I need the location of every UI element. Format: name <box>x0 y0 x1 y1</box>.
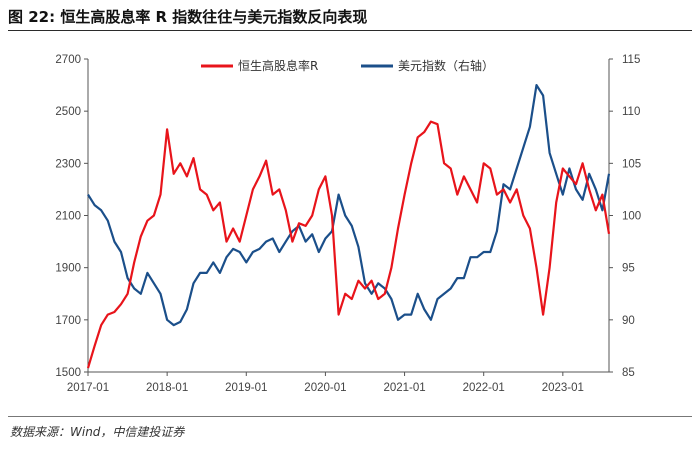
y-right-tick-label: 90 <box>622 315 635 327</box>
x-tick-label: 2019-01 <box>225 382 267 394</box>
y-left-tick-label: 1900 <box>55 263 81 275</box>
y-right-tick-label: 95 <box>622 263 635 275</box>
x-tick-label: 2018-01 <box>146 382 188 394</box>
usd-index-line <box>87 84 611 327</box>
x-tick-label: 2017-01 <box>67 382 109 394</box>
y-left-tick-label: 2300 <box>55 158 81 170</box>
y-left-tick-label: 2700 <box>55 54 81 66</box>
x-tick-label: 2023-01 <box>542 382 584 394</box>
x-tick-label: 2022-01 <box>463 382 505 394</box>
legend-label: 恒生高股息率R <box>238 58 318 73</box>
legend-label: 美元指数（右轴） <box>398 58 494 73</box>
source-divider <box>8 416 692 417</box>
y-left-tick-label: 2500 <box>55 106 81 118</box>
y-left-tick-label: 1500 <box>55 367 81 379</box>
hs-high-dividend-line <box>86 120 611 369</box>
y-left-tick-label: 1700 <box>55 315 81 327</box>
y-left-tick-label: 2100 <box>55 211 81 223</box>
y-right-tick-label: 105 <box>622 158 641 170</box>
source-note: 数据来源：Wind，中信建投证券 <box>10 425 185 439</box>
x-tick-label: 2021-01 <box>383 382 425 394</box>
y-right-tick-label: 115 <box>622 54 640 66</box>
page-title: 图 22: 恒生高股息率 R 指数往往与美元指数反向表现 <box>8 8 368 26</box>
x-tick-label: 2020-01 <box>304 382 346 394</box>
y-right-tick-label: 100 <box>622 211 641 223</box>
y-right-tick-label: 110 <box>622 106 640 118</box>
y-right-tick-label: 85 <box>622 367 635 379</box>
title-divider <box>8 30 692 31</box>
